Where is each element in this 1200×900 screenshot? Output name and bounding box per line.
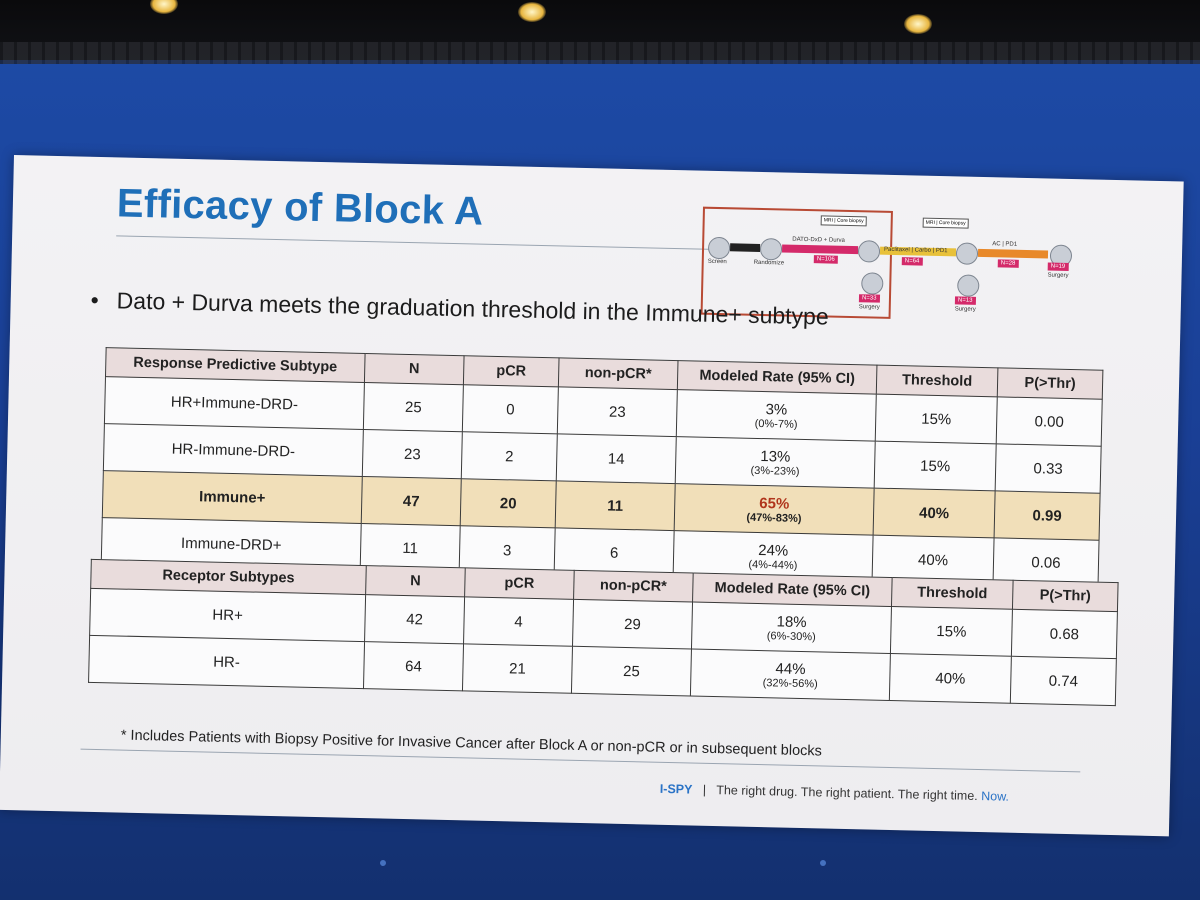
- threshold-cell: 40%: [889, 653, 1012, 704]
- probability-cell: 0.33: [995, 443, 1102, 494]
- column-header: non-pCR*: [573, 570, 694, 603]
- schema-label-surgery-2: Surgery: [954, 306, 976, 313]
- rate-value: 3%: [765, 400, 788, 419]
- pcr-cell: 20: [460, 478, 557, 528]
- modeled-rate-cell: 13% (3%-23%): [675, 436, 876, 489]
- slide-title: Efficacy of Block A: [116, 181, 484, 234]
- arrow-orange: [977, 248, 1049, 259]
- pcr-cell: 21: [462, 643, 573, 694]
- n-cell: 42: [364, 594, 465, 644]
- rate-ci: (3%-23%): [750, 464, 800, 478]
- n-cell: 64: [363, 641, 464, 691]
- schema-evaluation-box-2: MRI | Core biopsy: [922, 217, 969, 229]
- presentation-slide: Efficacy of Block A Screen Randomize DAT…: [0, 155, 1184, 837]
- footnote: * Includes Patients with Biopsy Positive…: [120, 727, 823, 760]
- nonpcr-cell: 23: [557, 386, 678, 437]
- rate-ci: (4%-44%): [748, 558, 798, 572]
- title-divider: [116, 235, 737, 251]
- n-cell: 47: [361, 476, 462, 526]
- schema-tag-surgery-n-2: N=13: [954, 296, 976, 305]
- footer-tagline: The right drug. The right patient. The r…: [716, 783, 978, 804]
- rate-ci: (0%-7%): [754, 417, 798, 431]
- column-header: pCR: [464, 567, 575, 600]
- rate-value: 13%: [760, 447, 791, 466]
- threshold-cell: 15%: [890, 606, 1013, 657]
- column-header: Modeled Rate (95% CI): [677, 360, 877, 395]
- rate-ci: (32%-56%): [762, 676, 818, 690]
- footer-now: Now.: [981, 789, 1010, 804]
- pcr-cell: 0: [462, 384, 559, 434]
- stage-light: [150, 0, 178, 14]
- probability-cell: 0.68: [1011, 609, 1118, 659]
- threshold-cell: 40%: [873, 488, 996, 538]
- column-header: P(>Thr): [997, 367, 1103, 400]
- column-header: non-pCR*: [558, 357, 679, 390]
- rate-value: 24%: [758, 541, 789, 560]
- column-header: pCR: [463, 355, 560, 387]
- n-cell: 23: [362, 429, 463, 479]
- column-header: Threshold: [891, 577, 1014, 610]
- subtype-cell: HR+Immune-DRD-: [104, 376, 365, 430]
- nonpcr-cell: 11: [555, 480, 676, 531]
- subtype-cell: Immune+: [102, 470, 363, 524]
- rate-value: 44%: [775, 659, 806, 678]
- arrow-dark: [730, 243, 761, 252]
- schema-label-arm: DATO-DxD + Durva: [792, 236, 845, 244]
- schema-tag-arm-n: N=106: [813, 255, 838, 264]
- rate-ci: (47%-83%): [746, 511, 802, 525]
- receptor-subtypes-table: Receptor Subtypes N pCR non-pCR* Modeled…: [88, 558, 1119, 707]
- modeled-rate-cell: 18% (6%-30%): [691, 602, 892, 654]
- column-header: P(>Thr): [1012, 580, 1119, 612]
- probability-cell: 0.99: [994, 490, 1101, 541]
- background-dot: [380, 860, 386, 866]
- column-header: N: [364, 353, 465, 385]
- schema-label-screen: Screen: [707, 258, 727, 266]
- schema-label-randomize: Randomize: [753, 259, 785, 267]
- schema-label-ac: AC | PD1: [992, 241, 1018, 248]
- threshold-cell: 15%: [875, 394, 998, 444]
- modeled-rate-cell: 44% (32%-56%): [690, 648, 891, 701]
- nonpcr-cell: 29: [572, 599, 693, 649]
- nonpcr-cell: 14: [556, 433, 677, 484]
- schema-label-surgery-3: Surgery: [1047, 272, 1069, 279]
- schema-tag-surgery-n: N=33: [858, 294, 880, 303]
- rate-ci: (6%-30%): [766, 629, 816, 643]
- schema-tag-paclitaxel-n: N=64: [901, 257, 923, 266]
- nonpcr-cell: 25: [571, 646, 692, 696]
- schema-label-surgery: Surgery: [858, 304, 880, 311]
- response-predictive-subtype-table: Response Predictive Subtype N pCR non-pC…: [100, 347, 1104, 588]
- evaluation-icon-2: [955, 242, 979, 265]
- stage-truss: [0, 42, 1200, 64]
- subtype-cell: HR-Immune-DRD-: [103, 423, 364, 477]
- schema-tag-ac-n: N=28: [997, 259, 1019, 268]
- rate-value: 65%: [759, 494, 790, 513]
- bullet-dot: •: [90, 286, 100, 313]
- modeled-rate-cell: 65% (47%-83%): [674, 483, 875, 536]
- pcr-cell: 2: [461, 431, 558, 481]
- pcr-cell: 4: [463, 596, 574, 647]
- modeled-rate-cell: 3% (0%-7%): [676, 389, 877, 442]
- background-dot: [820, 860, 826, 866]
- probability-cell: 0.74: [1010, 656, 1117, 706]
- arrow-pink: [781, 244, 859, 255]
- rate-value: 18%: [776, 612, 807, 631]
- stage-light: [518, 2, 546, 22]
- threshold-cell: 15%: [874, 441, 997, 491]
- n-cell: 25: [363, 382, 464, 432]
- column-header: N: [365, 565, 466, 597]
- column-header: Threshold: [876, 365, 998, 397]
- stage-light: [904, 14, 932, 34]
- probability-cell: 0.00: [996, 396, 1103, 447]
- schema-evaluation-box: MRI | Core biopsy: [820, 215, 867, 227]
- surgery-icon-2: [957, 274, 980, 297]
- subtype-cell: HR-: [88, 635, 365, 689]
- footer-brand: I-SPY: [659, 781, 693, 797]
- footer-separator: |: [702, 782, 707, 797]
- schema-tag-surgery-n-3: N=19: [1047, 262, 1069, 271]
- slide-footer: I-SPY | The right drug. The right patien…: [660, 782, 1010, 804]
- subtype-cell: HR+: [89, 588, 366, 642]
- column-header: Modeled Rate (95% CI): [692, 573, 893, 607]
